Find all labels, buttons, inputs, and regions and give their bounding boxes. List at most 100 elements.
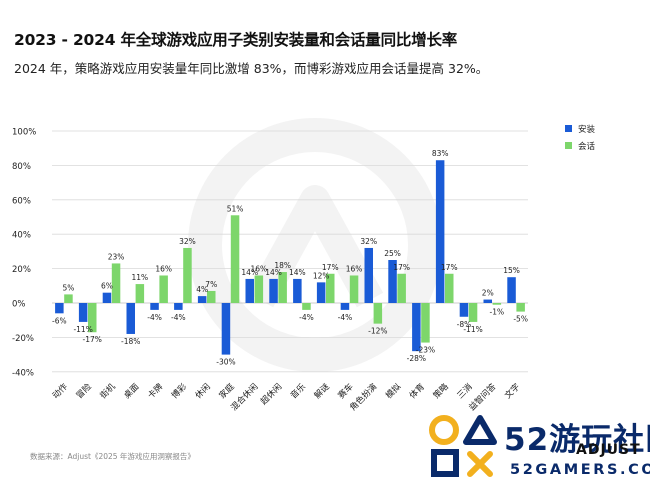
bar-installs bbox=[55, 303, 64, 314]
value-label-installs: 83% bbox=[432, 149, 449, 158]
value-label-sessions: 7% bbox=[205, 280, 217, 289]
x-tick-label: 文字 bbox=[502, 381, 522, 401]
value-label-installs: 15% bbox=[503, 266, 520, 275]
bar-installs bbox=[102, 292, 112, 303]
bar-sessions bbox=[445, 273, 454, 303]
bar-sessions bbox=[397, 273, 406, 303]
value-label-sessions: 16% bbox=[251, 264, 268, 273]
value-label-sessions: 18% bbox=[274, 261, 291, 270]
value-label-sessions: -11% bbox=[463, 325, 482, 334]
x-tick-label: 卡牌 bbox=[145, 381, 165, 401]
x-tick-label: 策略 bbox=[431, 381, 451, 401]
bar-installs bbox=[197, 296, 207, 303]
legend-swatch bbox=[565, 142, 572, 149]
watermark-title: 52游玩社区 bbox=[504, 422, 650, 458]
bar-sessions bbox=[468, 303, 478, 322]
value-label-installs: 32% bbox=[360, 237, 377, 246]
bar-sessions bbox=[159, 275, 168, 303]
bar-sessions bbox=[207, 290, 216, 303]
bar-installs bbox=[340, 303, 350, 310]
x-tick-label: 超休闲 bbox=[258, 381, 284, 407]
bar-installs bbox=[269, 278, 278, 303]
bar-sessions bbox=[302, 303, 311, 310]
value-label-sessions: -12% bbox=[368, 327, 387, 336]
bar-sessions bbox=[230, 215, 240, 303]
value-label-installs: 14% bbox=[289, 268, 306, 277]
x-tick-label: 动作 bbox=[50, 381, 70, 401]
value-label-installs: -8% bbox=[457, 320, 472, 329]
bars bbox=[55, 160, 525, 355]
bar-sessions bbox=[421, 303, 430, 343]
value-label-installs: 4% bbox=[196, 285, 208, 294]
value-label-sessions: -5% bbox=[513, 315, 528, 324]
value-label-installs: 14% bbox=[265, 268, 282, 277]
x-tick-label: 家庭 bbox=[217, 381, 237, 401]
bar-sessions bbox=[111, 263, 121, 303]
value-label-sessions: 16% bbox=[346, 264, 363, 273]
value-label-installs: -4% bbox=[338, 313, 353, 322]
y-tick-label: 100% bbox=[12, 128, 36, 138]
value-label-sessions: 11% bbox=[132, 273, 149, 282]
x-tick-label: 体育 bbox=[407, 381, 427, 401]
value-label-sessions: 23% bbox=[108, 252, 125, 261]
bar-installs bbox=[221, 303, 231, 355]
value-label-sessions: -23% bbox=[416, 346, 435, 355]
y-tick-label: 0% bbox=[12, 300, 26, 310]
y-tick-label: -20% bbox=[12, 334, 34, 344]
source-note: 数据来源：Adjust《2025 年游戏应用洞察报告》 bbox=[30, 452, 195, 461]
value-label-installs: 6% bbox=[101, 282, 113, 291]
bar-installs bbox=[245, 278, 254, 303]
value-label-installs: 25% bbox=[384, 249, 401, 258]
legend-label: 安装 bbox=[578, 124, 596, 135]
bar-sessions bbox=[88, 303, 97, 333]
x-tick-label: 冒险 bbox=[74, 381, 94, 401]
bar-installs bbox=[364, 247, 373, 303]
value-label-sessions: 17% bbox=[441, 263, 458, 272]
bar-installs bbox=[78, 303, 88, 322]
x-tick-label: 博彩 bbox=[169, 381, 189, 401]
y-tick-label: -40% bbox=[12, 368, 34, 378]
bar-installs bbox=[150, 303, 159, 310]
y-tick-label: 20% bbox=[12, 265, 31, 275]
legend-label: 会话 bbox=[578, 141, 596, 152]
value-label-sessions: -1% bbox=[490, 308, 505, 317]
value-label-installs: -6% bbox=[52, 316, 67, 325]
bar-installs bbox=[293, 278, 302, 303]
x-axis: 动作 冒险 街机 桌面 卡牌 博彩 休闲 家庭混合休闲超休闲 音乐 解谜 赛车角色扮演 模拟 体育 策略三… bbox=[50, 381, 522, 413]
chart-subtitle: 2024 年，策略游戏应用安装量年同比激增 83%，而博彩游戏应用会话量提高 3… bbox=[14, 61, 489, 76]
x-tick-label: 模拟 bbox=[383, 381, 403, 401]
bar-sessions bbox=[349, 275, 359, 303]
bar-sessions bbox=[254, 275, 264, 303]
value-label-sessions: 17% bbox=[393, 263, 410, 272]
value-label-sessions: -4% bbox=[299, 313, 314, 322]
watermark-brand: ADJUST bbox=[576, 442, 641, 458]
value-label-sessions: 17% bbox=[322, 263, 339, 272]
bar-sessions bbox=[492, 303, 502, 305]
watermark-symbols-icon bbox=[429, 415, 497, 477]
bar-sessions bbox=[326, 273, 335, 303]
value-label-installs: 2% bbox=[482, 289, 494, 298]
x-tick-label: 赛车 bbox=[336, 381, 356, 401]
value-label-installs: 12% bbox=[313, 271, 330, 280]
bar-installs bbox=[174, 303, 183, 310]
bar-installs bbox=[483, 299, 492, 303]
x-tick-label: 街机 bbox=[98, 381, 118, 401]
bar-sessions bbox=[64, 294, 73, 303]
value-label-installs: 14% bbox=[241, 268, 258, 277]
value-labels: -6%5%-11%-17%6%23%-18%11%-4%16%-4%32%4%7… bbox=[52, 149, 528, 366]
bar-installs bbox=[435, 160, 445, 303]
x-tick-label: 休闲 bbox=[193, 381, 213, 401]
bar-sessions bbox=[135, 284, 145, 303]
watermark: 52游玩社区 ADJUST 52GAMERS.COM bbox=[426, 412, 650, 484]
bar-installs bbox=[316, 282, 326, 303]
value-label-installs: -4% bbox=[147, 313, 162, 322]
bar-sessions bbox=[516, 303, 525, 312]
legend-swatch bbox=[565, 125, 572, 132]
y-tick-label: 80% bbox=[12, 162, 31, 172]
bar-sessions bbox=[183, 247, 192, 303]
value-label-installs: -4% bbox=[171, 313, 186, 322]
bar-installs bbox=[459, 303, 469, 317]
y-axis: 100% 80% 60% 40% 20% 0% -20% -40% bbox=[12, 128, 36, 379]
y-tick-label: 60% bbox=[12, 196, 31, 206]
